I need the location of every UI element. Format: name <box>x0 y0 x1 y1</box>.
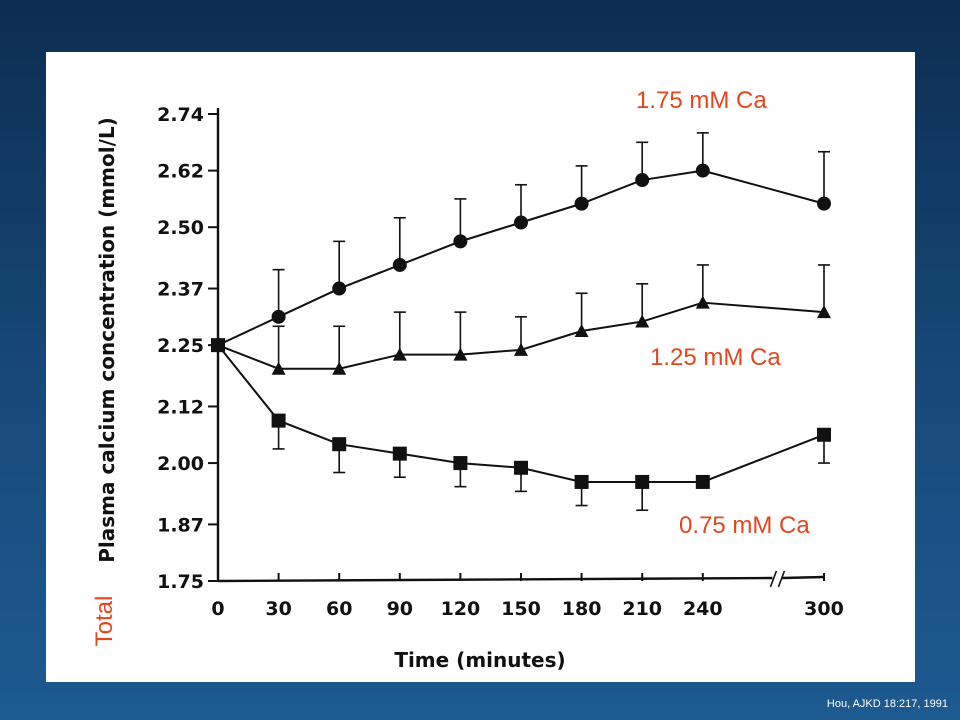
series-line-after-break <box>702 169 825 205</box>
data-point-square <box>817 427 831 442</box>
data-point-triangle <box>817 305 831 319</box>
y-tick-label: 1.87 <box>157 514 204 536</box>
data-point-triangle <box>514 342 528 356</box>
x-tick-label: 180 <box>562 598 602 620</box>
data-point-circle <box>392 257 407 272</box>
series-line-after-break <box>702 301 825 314</box>
x-axis-line-after-break <box>782 575 825 580</box>
series-line-after-break <box>702 433 825 483</box>
data-point-circle <box>635 173 650 188</box>
x-axis-break-mark <box>769 570 778 588</box>
data-point-triangle <box>453 347 468 361</box>
data-point-square <box>695 474 710 489</box>
y-tick-label: 2.00 <box>157 453 204 475</box>
data-point-circle <box>817 196 831 211</box>
data-point-square <box>514 460 528 475</box>
series-name-label: 0.75 mM Ca <box>679 512 810 539</box>
data-point-square <box>453 456 468 471</box>
data-point-triangle <box>392 347 407 361</box>
y-tick-label: 2.37 <box>157 279 204 301</box>
data-point-triangle <box>332 361 347 375</box>
x-tick-label: 150 <box>501 598 541 620</box>
y-tick-label: 2.62 <box>157 161 204 183</box>
data-point-circle <box>332 281 347 296</box>
data-point-square <box>635 474 650 489</box>
y-axis-title-prefix: Total <box>91 596 118 647</box>
x-tick-label: 30 <box>265 598 291 620</box>
x-tick-label: 300 <box>804 598 844 620</box>
calcium-chart: 1.75 1.87 2.00 2.12 2.25 2.37 2.50 2.62 2.74 0 30 6… <box>91 87 844 672</box>
data-point-square <box>271 413 286 428</box>
data-point-circle <box>453 234 468 249</box>
series-name-label: 1.25 mM Ca <box>650 344 781 371</box>
x-tick-label: 60 <box>326 598 352 620</box>
series-name-label: 1.75 mM Ca <box>636 87 767 114</box>
data-point-triangle <box>695 295 710 309</box>
y-tick-label: 2.50 <box>157 217 204 239</box>
data-point-square <box>392 446 407 461</box>
data-point-triangle <box>574 323 589 337</box>
data-point-square <box>574 474 589 489</box>
data-point-triangle <box>271 361 286 375</box>
y-tick-label: 2.12 <box>157 396 204 418</box>
y-tick-label: 2.25 <box>157 335 204 357</box>
data-point-square <box>211 338 225 353</box>
data-point-circle <box>514 215 528 230</box>
y-tick-label: 1.75 <box>157 571 204 593</box>
data-point-circle <box>695 163 710 178</box>
data-point-circle <box>271 309 286 324</box>
x-axis-title: Time (minutes) <box>394 648 565 672</box>
x-axis-break-mark <box>777 570 786 588</box>
x-tick-label: 90 <box>387 598 413 620</box>
x-tick-label: 210 <box>622 598 662 620</box>
x-axis-line <box>217 576 773 583</box>
data-point-triangle <box>635 314 650 328</box>
x-tick-label: 0 <box>211 598 224 620</box>
x-tick-label: 240 <box>683 598 723 620</box>
citation: Hou, AJKD 18:217, 1991 <box>826 698 948 710</box>
y-tick-label: 2.74 <box>157 104 204 126</box>
chart-panel: 1.75 1.87 2.00 2.12 2.25 2.37 2.50 2.62 2.74 0 30 6… <box>46 52 915 682</box>
data-point-square <box>332 437 347 452</box>
y-axis-title: Plasma calcium concentration (mmol/L) <box>95 117 119 563</box>
data-point-circle <box>574 196 589 211</box>
x-tick-label: 120 <box>441 598 481 620</box>
